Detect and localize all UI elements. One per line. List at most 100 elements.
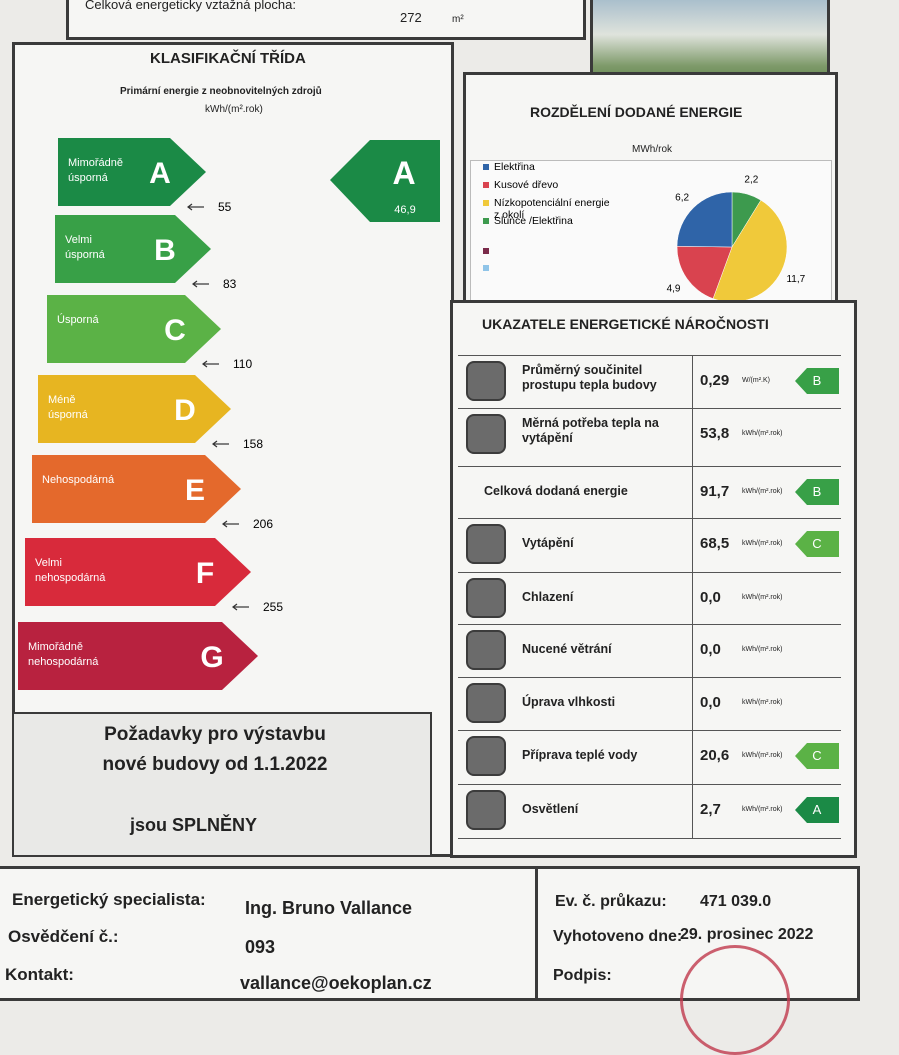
threshold-arrow-head (232, 603, 238, 611)
requirement-box (12, 712, 432, 857)
row-unit: kWh/(m².rok) (742, 488, 783, 495)
value-divider (692, 624, 693, 677)
row-label: Průměrný součinitel prostupu tepla budov… (522, 363, 657, 392)
specialist-label: Energetický specialista: (12, 890, 206, 909)
row-icon (466, 361, 506, 401)
row-label: Celková dodaná energie (484, 484, 628, 498)
row-divider (458, 466, 841, 467)
class-scale: Mimořádně úsporná A 55 Velmi úsporná B 83 Úsporn… (18, 138, 440, 690)
row-label: Osvětlení (522, 802, 579, 816)
row-label: Nucené větrání (522, 642, 612, 656)
class-letter: G (200, 641, 223, 674)
classification-subtitle: Primární energie z neobnovitelných zdroj… (120, 86, 322, 97)
class-bar (58, 138, 206, 206)
class-letter: A (149, 157, 171, 190)
row-value: 0,0 (700, 641, 721, 658)
classification-title: KLASIFIKAČNÍ TŘÍDA (150, 50, 306, 67)
row-value: 91,7 (700, 483, 730, 500)
row-unit: kWh/(m².rok) (742, 646, 783, 653)
row-value: 20,6 (700, 747, 730, 764)
footer-divider (535, 866, 538, 1001)
area-label: Celková energeticky vztažná plocha: (85, 0, 297, 12)
energy-split-chart: Elektřina Kusové dřevo Nízkopotenciální en… (483, 161, 806, 303)
row-divider (458, 572, 841, 573)
indicators-panel (450, 300, 857, 858)
threshold-arrow-head (222, 520, 228, 528)
legend-marker (483, 218, 489, 224)
row-divider (458, 784, 841, 785)
class-label: Velmi úsporná (65, 234, 106, 261)
class-letter: F (196, 557, 214, 590)
record: 471 039.0 (700, 893, 772, 910)
class-label: Nehospodárná (42, 474, 115, 486)
value-divider (692, 784, 693, 838)
row-value: 0,0 (700, 694, 721, 711)
row-unit: kWh/(m².rok) (742, 752, 783, 759)
legend-marker (483, 265, 489, 271)
record-label: Ev. č. průkazu: (555, 893, 667, 910)
class-threshold: 110 (233, 357, 252, 371)
row-divider (458, 677, 841, 678)
legend-marker (483, 164, 489, 170)
class-letter: B (154, 234, 176, 267)
class-bar (38, 375, 231, 443)
requirement-text: Požadavky pro výstavbu nové budovy od 1.… (102, 724, 328, 775)
class-bar (18, 622, 258, 690)
rating-letter: A (392, 155, 415, 191)
row-divider (458, 624, 841, 625)
row-value: 2,7 (700, 801, 721, 818)
row-unit: kWh/(m².rok) (742, 430, 783, 437)
class-label: Velmi nehospodárná (35, 557, 106, 584)
class-threshold: 255 (263, 600, 283, 614)
contact-label: Kontakt: (5, 965, 74, 984)
class-threshold: 55 (218, 200, 232, 214)
row-icon (466, 524, 506, 564)
class-label: Mimořádně úsporná (68, 157, 123, 184)
row-label: Úprava vlhkosti (522, 695, 616, 709)
row-label: Měrná potřeba tepla na vytápění (522, 416, 659, 445)
row-divider (458, 408, 841, 409)
row-value: 0,29 (700, 372, 730, 389)
value-divider (692, 730, 693, 784)
row-icon (466, 414, 506, 454)
legend-marker (483, 248, 489, 254)
pie-slice (676, 191, 733, 248)
indicators-title: UKAZATELE ENERGETICKÉ NÁROČNOSTI (482, 316, 769, 332)
threshold-arrow-head (202, 360, 208, 368)
threshold-arrow-head (192, 280, 198, 288)
legend-marker (483, 200, 489, 206)
date-label: Vyhotoveno dne: (553, 928, 683, 945)
class-bar (47, 295, 221, 363)
contact: vallance@oekoplan.cz (240, 973, 432, 993)
class-letter: C (164, 314, 186, 347)
class-bar (32, 455, 241, 523)
row-divider (458, 838, 841, 839)
row-unit: kWh/(m².rok) (742, 594, 783, 601)
legend-label: Elektřina (494, 161, 535, 173)
stamp (680, 945, 790, 1055)
value-divider (692, 466, 693, 518)
row-divider (458, 518, 841, 519)
row-icon (466, 630, 506, 670)
pie-value-label: 2,2 (744, 175, 758, 186)
specialist: Ing. Bruno Vallance (245, 898, 413, 918)
class-bar (25, 538, 251, 606)
value-divider (692, 355, 693, 408)
classification-unit: kWh/(m².rok) (205, 104, 263, 115)
legend-marker (483, 182, 489, 188)
legend-label: Slunce /Elektřina (494, 215, 573, 227)
class-label: Úsporná (57, 313, 99, 326)
row-value: 68,5 (700, 535, 730, 552)
certificate-page: Celková energeticky vztažná plocha: 272 … (0, 0, 860, 1055)
row-label: Chlazení (522, 590, 574, 604)
pie-value-label: 6,2 (675, 192, 689, 203)
row-unit: kWh/(m².rok) (742, 806, 783, 813)
threshold-arrow-head (212, 440, 218, 448)
rating-arrow (330, 140, 440, 222)
pie-slice (676, 246, 733, 299)
energy-split-unit: MWh/rok (632, 144, 672, 155)
row-value: 53,8 (700, 425, 730, 442)
signature-label: Podpis: (553, 967, 612, 984)
class-letter: E (185, 474, 205, 507)
row-unit: W/(m².K) (742, 377, 770, 384)
